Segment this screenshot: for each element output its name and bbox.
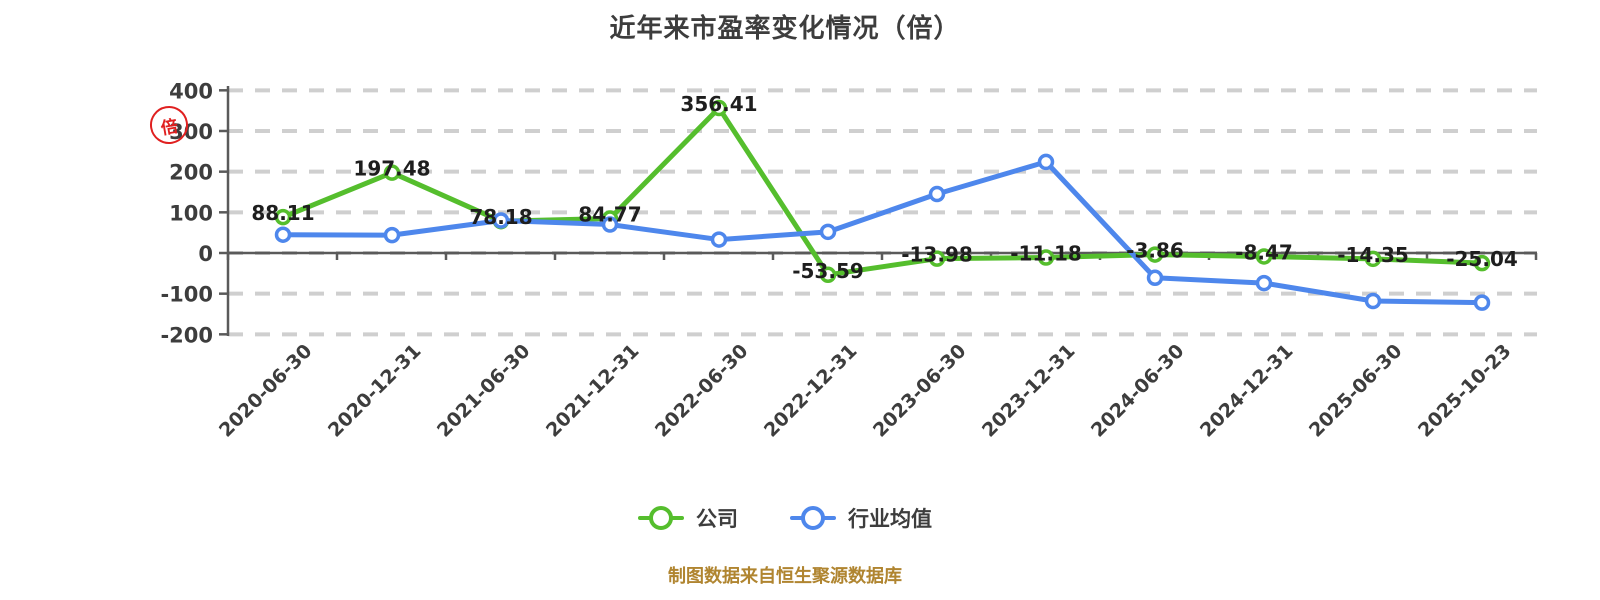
y-axis-tick-label: 0 <box>198 242 213 266</box>
industry-data-point <box>1255 274 1273 292</box>
x-axis-label: 2022-12-31 <box>760 340 862 442</box>
x-axis-label: 2023-06-30 <box>869 340 971 442</box>
company-data-point <box>928 250 946 267</box>
company-data-point <box>1473 254 1491 272</box>
y-axis-tick-label: 200 <box>169 161 213 185</box>
industry-data-point <box>710 231 728 248</box>
company-data-point <box>383 164 401 181</box>
legend-label-company: 公司 <box>696 507 738 531</box>
industry-legend-marker-icon <box>790 506 836 530</box>
industry-data-point <box>383 226 401 244</box>
x-axis-label: 2025-06-30 <box>1305 340 1407 442</box>
y-axis-tick-label: 100 <box>169 201 213 225</box>
industry-data-point <box>1473 294 1491 311</box>
company-data-point <box>1364 250 1382 268</box>
company-data-point <box>819 266 837 284</box>
x-axis-label: 2020-06-30 <box>215 340 317 442</box>
value-label: -25.04 <box>1446 247 1518 271</box>
value-label: 197.48 <box>353 157 430 181</box>
x-axis-label: 2023-12-31 <box>978 340 1080 442</box>
legend-item-company[interactable]: 公司 <box>638 503 738 533</box>
company-legend-marker-icon <box>638 506 684 530</box>
x-axis-label: 2025-10-23 <box>1414 340 1516 442</box>
industry-data-point <box>1037 153 1055 171</box>
x-axis-label: 2024-06-30 <box>1087 340 1189 442</box>
industry-data-point <box>1146 269 1164 287</box>
value-label: 88.11 <box>251 201 314 225</box>
data-source-caption: 制图数据来自恒生聚源数据库 <box>668 566 902 587</box>
industry-data-point <box>928 185 946 203</box>
industry-data-point <box>274 226 292 243</box>
value-label: 356.41 <box>680 92 757 116</box>
company-data-point <box>710 99 728 117</box>
x-axis-label: 2020-12-31 <box>324 340 426 442</box>
y-axis-tick-label: 300 <box>169 120 213 144</box>
company-data-point <box>1255 248 1273 265</box>
company-data-point <box>274 208 292 226</box>
chart-title: 近年来市盈率变化情况（倍） <box>609 14 961 44</box>
value-label: -8.47 <box>1235 240 1293 264</box>
company-line <box>280 105 1485 278</box>
legend-item-industry[interactable]: 行业均值 <box>790 503 932 533</box>
industry-data-point <box>1364 292 1382 310</box>
legend-label-industry: 行业均值 <box>848 507 932 531</box>
y-axis-tick-label: -100 <box>160 283 213 307</box>
value-label: -13.98 <box>901 243 973 267</box>
industry-line <box>280 159 1485 306</box>
value-label: -3.86 <box>1126 239 1184 263</box>
x-axis-label: 2021-12-31 <box>542 340 644 442</box>
x-axis-label: 2024-12-31 <box>1196 340 1298 442</box>
value-label: 84.77 <box>578 203 641 227</box>
x-axis-label: 2021-06-30 <box>433 340 535 442</box>
y-axis-tick-label: -200 <box>160 323 213 347</box>
y-axis-tick-label: 400 <box>169 79 213 103</box>
industry-data-point <box>601 216 619 233</box>
x-axis-label: 2022-06-30 <box>651 340 753 442</box>
value-label: -14.35 <box>1337 243 1409 267</box>
value-label: -11.18 <box>1010 242 1082 266</box>
company-data-point <box>1037 249 1055 266</box>
value-label: 78.18 <box>469 205 532 229</box>
industry-data-point <box>492 212 510 229</box>
value-label: -53.59 <box>792 259 864 283</box>
company-data-point <box>1146 246 1164 263</box>
industry-data-point <box>819 223 837 241</box>
legend: 公司 行业均值 <box>0 503 1570 533</box>
